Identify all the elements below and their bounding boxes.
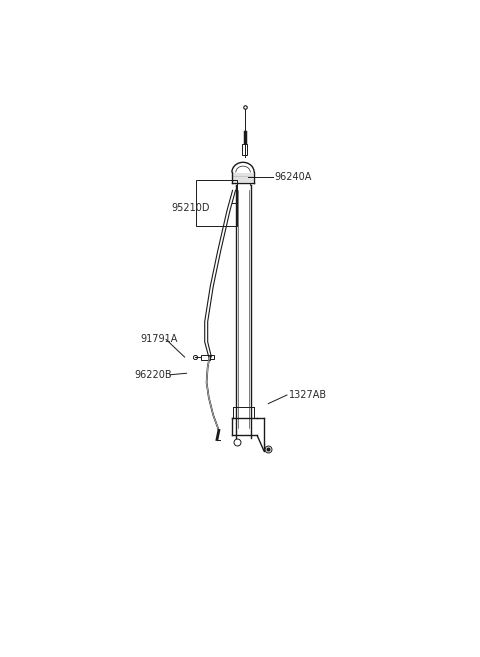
Text: 95210D: 95210D bbox=[172, 203, 210, 213]
Text: 96240A: 96240A bbox=[274, 173, 311, 183]
Text: 91791A: 91791A bbox=[140, 334, 177, 344]
Text: 1327AB: 1327AB bbox=[289, 390, 327, 400]
Text: 96220B: 96220B bbox=[134, 370, 172, 380]
